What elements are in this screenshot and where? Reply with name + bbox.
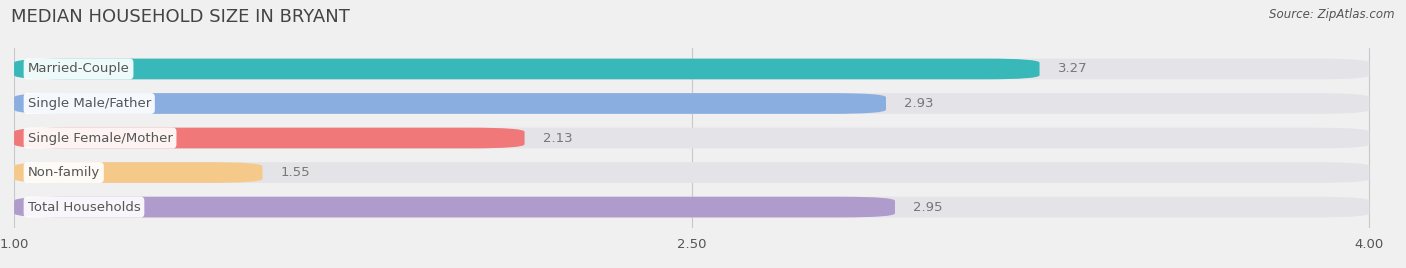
FancyBboxPatch shape: [14, 162, 1369, 183]
FancyBboxPatch shape: [14, 59, 1039, 79]
FancyBboxPatch shape: [14, 93, 1369, 114]
FancyBboxPatch shape: [14, 128, 524, 148]
Text: Non-family: Non-family: [28, 166, 100, 179]
Text: 2.93: 2.93: [904, 97, 934, 110]
FancyBboxPatch shape: [14, 128, 1369, 148]
Text: Total Households: Total Households: [28, 200, 141, 214]
FancyBboxPatch shape: [14, 197, 896, 217]
Text: 2.13: 2.13: [543, 132, 572, 144]
FancyBboxPatch shape: [14, 59, 1369, 79]
Text: 2.95: 2.95: [912, 200, 942, 214]
Text: Source: ZipAtlas.com: Source: ZipAtlas.com: [1270, 8, 1395, 21]
FancyBboxPatch shape: [14, 162, 263, 183]
Text: Single Female/Mother: Single Female/Mother: [28, 132, 173, 144]
Text: 1.55: 1.55: [281, 166, 311, 179]
Text: Married-Couple: Married-Couple: [28, 62, 129, 76]
Text: Single Male/Father: Single Male/Father: [28, 97, 150, 110]
FancyBboxPatch shape: [14, 93, 886, 114]
Text: MEDIAN HOUSEHOLD SIZE IN BRYANT: MEDIAN HOUSEHOLD SIZE IN BRYANT: [11, 8, 350, 26]
Text: 3.27: 3.27: [1057, 62, 1087, 76]
FancyBboxPatch shape: [14, 197, 1369, 217]
